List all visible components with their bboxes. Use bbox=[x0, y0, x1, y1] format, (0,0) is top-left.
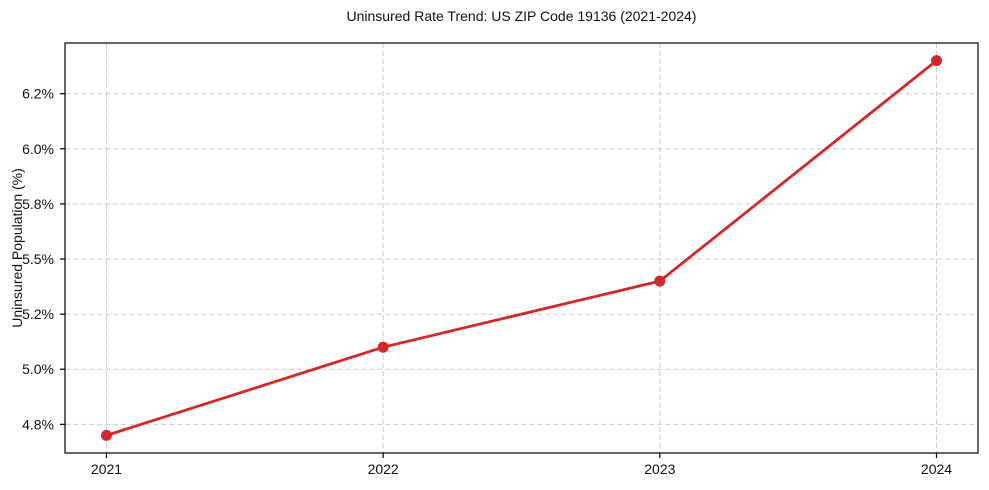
y-tick-label: 5.0% bbox=[22, 361, 54, 377]
data-point bbox=[931, 55, 942, 67]
y-tick-label: 5.5% bbox=[22, 251, 54, 267]
plot-border bbox=[64, 42, 979, 454]
data-point bbox=[101, 429, 112, 441]
x-tick-label: 2023 bbox=[644, 461, 675, 477]
data-point bbox=[654, 275, 666, 287]
x-tick-label: 2024 bbox=[921, 461, 952, 477]
chart-title: Uninsured Rate Trend: US ZIP Code 19136 … bbox=[346, 8, 697, 24]
y-tick-label: 4.8% bbox=[22, 416, 54, 432]
y-tick-label: 6.2% bbox=[22, 86, 54, 102]
trend-line bbox=[105, 59, 938, 437]
y-tick-label: 5.8% bbox=[22, 196, 54, 212]
x-tick-label: 2022 bbox=[368, 461, 399, 477]
data-point bbox=[377, 341, 389, 353]
y-tick-label: 5.2% bbox=[22, 306, 54, 322]
y-tick-label: 6.0% bbox=[22, 141, 54, 157]
x-tick-label: 2021 bbox=[91, 461, 122, 477]
